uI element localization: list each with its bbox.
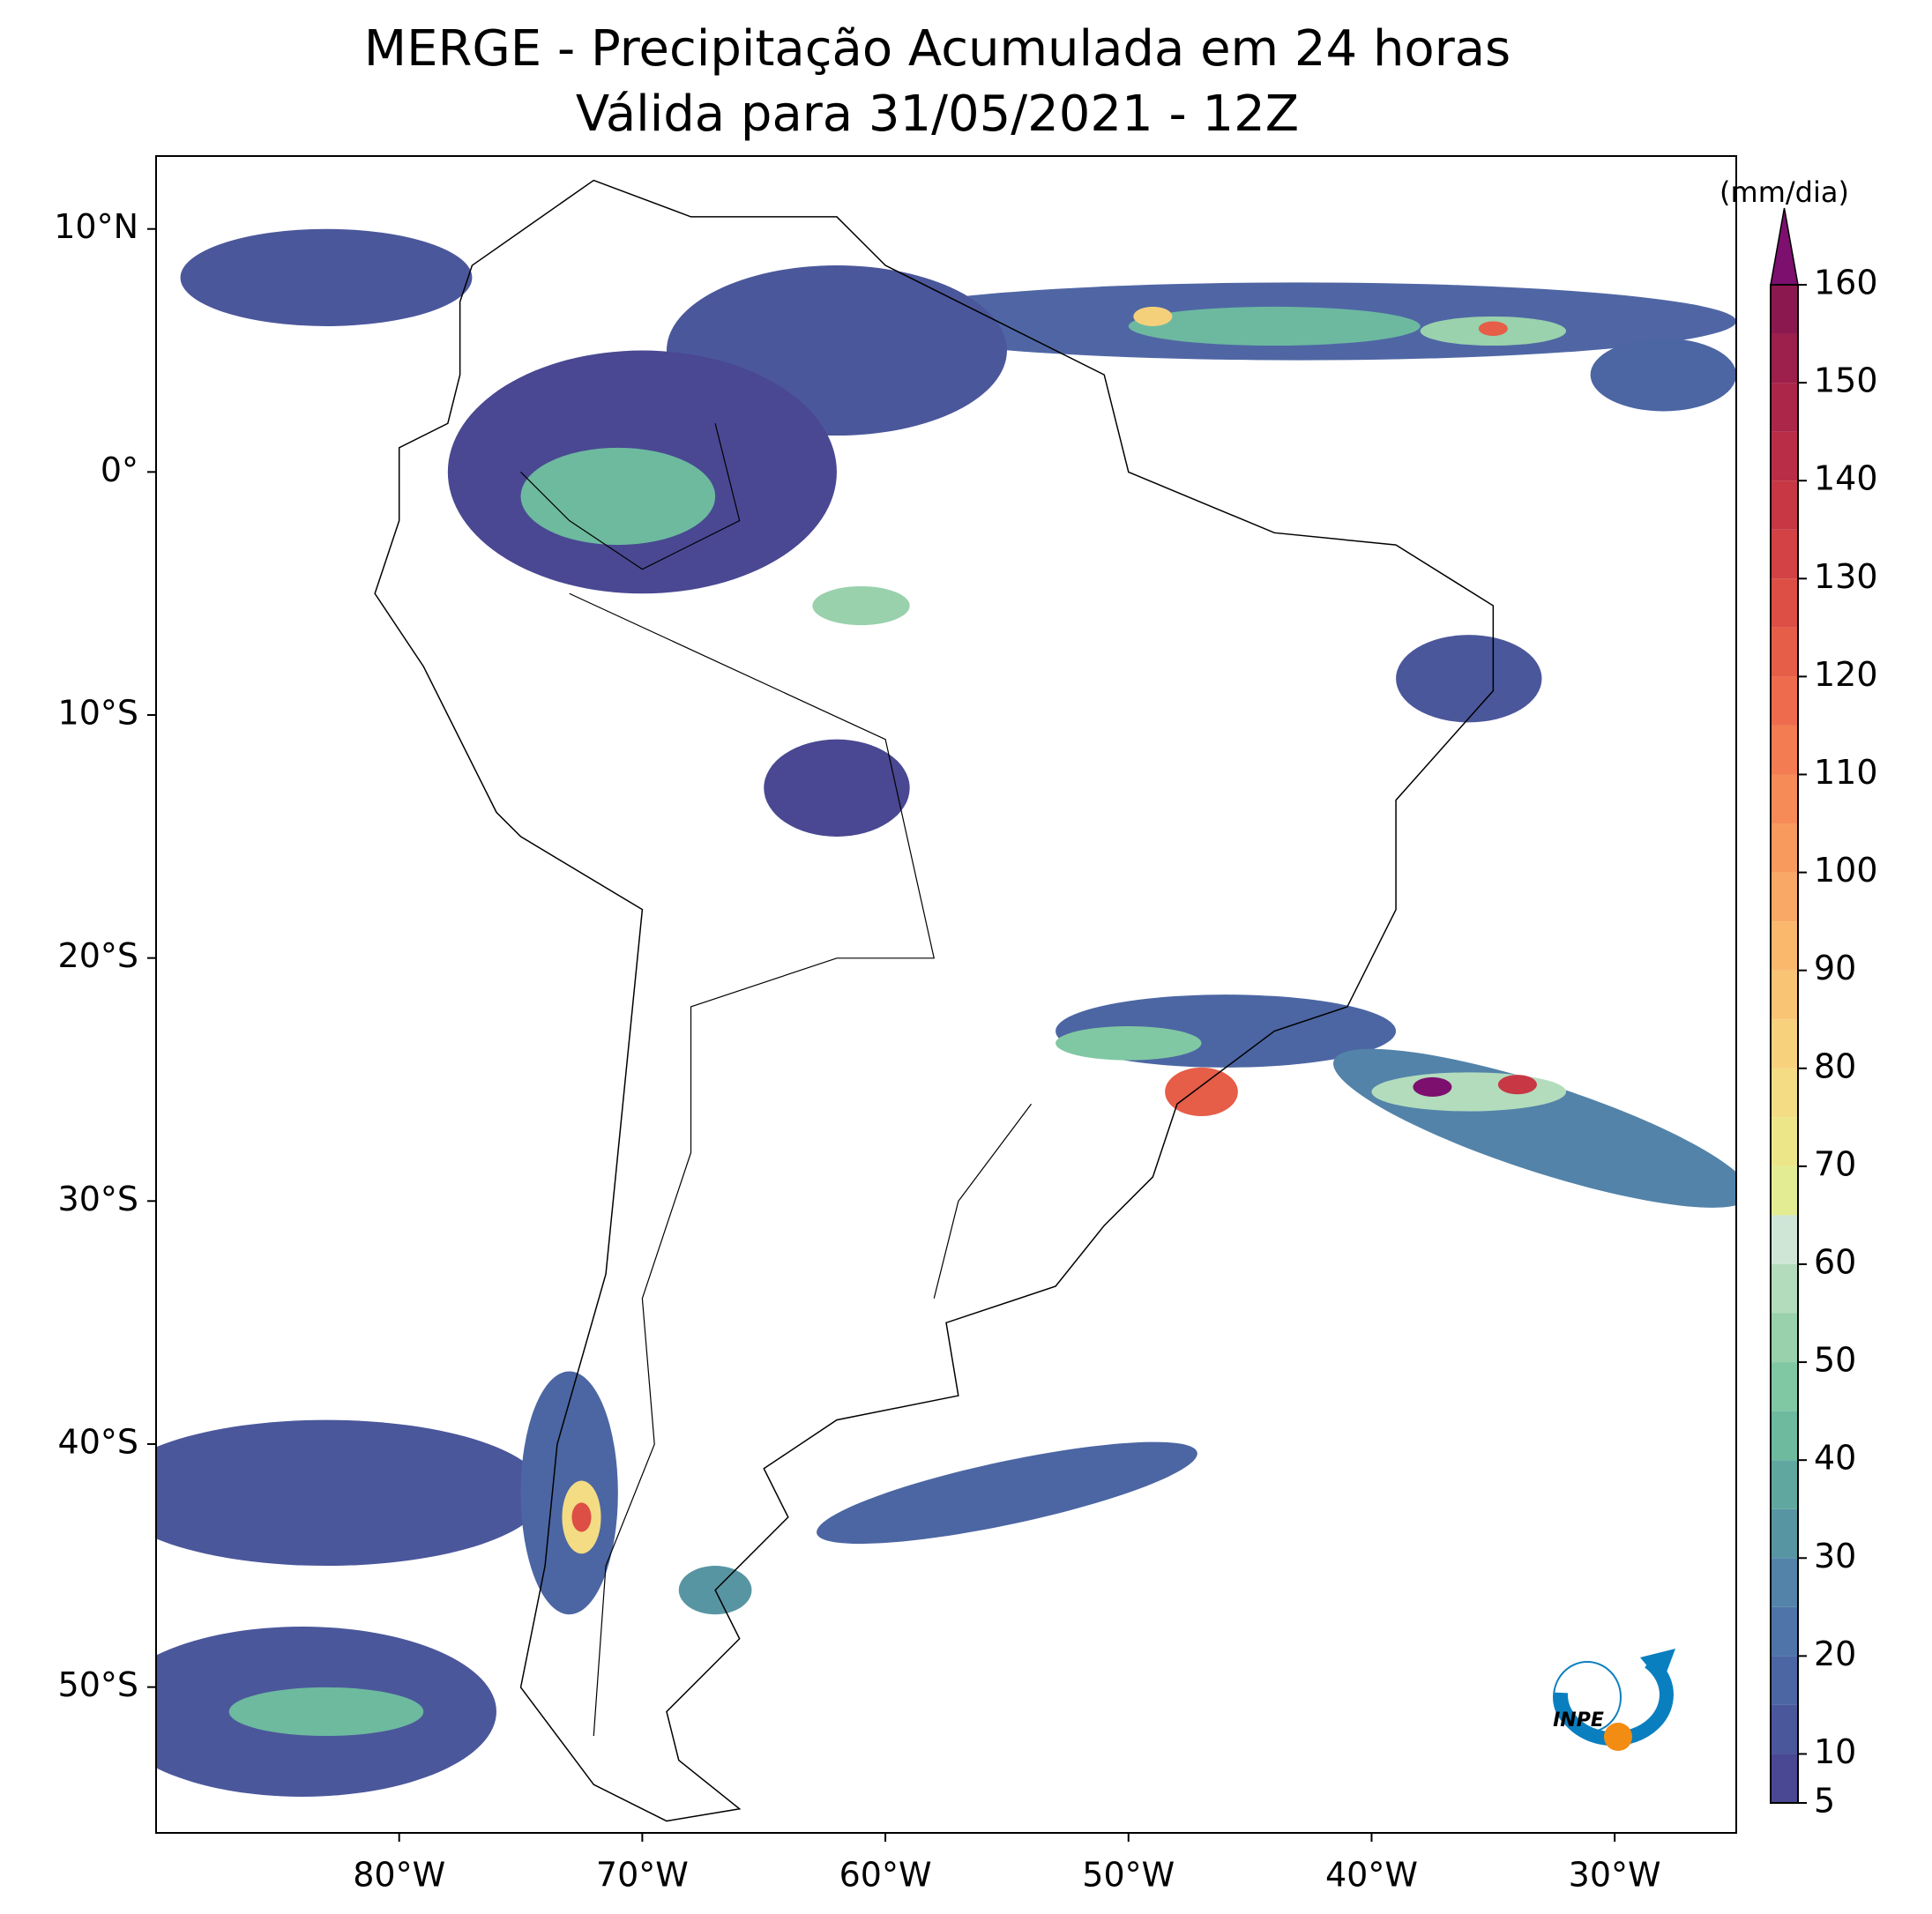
- colorbar-band: [1771, 1656, 1798, 1705]
- x-tick-label: 30°W: [1569, 1856, 1661, 1895]
- y-tick-label: 0°: [101, 451, 138, 489]
- colorbar-tick-label: 70: [1814, 1144, 1856, 1183]
- colorbar-band: [1771, 431, 1798, 481]
- x-tick-label: 70°W: [596, 1856, 689, 1895]
- logo-text: INPE: [1553, 1709, 1604, 1732]
- colorbar-tick-label: 100: [1814, 851, 1878, 890]
- colorbar-tick-label: 120: [1814, 655, 1878, 694]
- colorbar-band: [1771, 921, 1798, 971]
- chart-title: MERGE - Precipitação Acumulada em 24 hor…: [364, 20, 1511, 78]
- colorbar-band: [1771, 676, 1798, 726]
- colorbar-band: [1771, 383, 1798, 432]
- colorbar-band: [1771, 774, 1798, 824]
- colorbar-extension: [1770, 207, 1799, 286]
- x-tick-label: 80°W: [353, 1856, 445, 1895]
- colorbar-tick-label: 80: [1814, 1046, 1856, 1085]
- chart-subtitle: Válida para 31/05/2021 - 12Z: [576, 86, 1299, 143]
- colorbar-band: [1771, 1508, 1798, 1559]
- colorbar-label: (mm/dia): [1719, 175, 1849, 209]
- colorbar-tick-label: 110: [1814, 753, 1878, 792]
- inpe-logo: INPE: [1553, 1649, 1675, 1751]
- colorbar-tick-label: 50: [1814, 1341, 1856, 1380]
- map-frame: [155, 155, 1737, 1834]
- precipitation-field: [156, 228, 1736, 1797]
- colorbar-tick-label: 20: [1814, 1635, 1856, 1673]
- colorbar-band: [1771, 970, 1798, 1020]
- colorbar-band: [1771, 1313, 1798, 1363]
- map-area: [156, 181, 1736, 1821]
- colorbar-tick-label: 40: [1814, 1439, 1856, 1478]
- colorbar-band: [1771, 725, 1798, 775]
- colorbar-band: [1771, 1362, 1798, 1411]
- colorbar-tick-label: 90: [1814, 949, 1856, 987]
- colorbar-band: [1771, 1166, 1798, 1216]
- colorbar-band: [1771, 1411, 1798, 1461]
- colorbar-band: [1771, 480, 1798, 530]
- colorbar-band: [1771, 1606, 1798, 1657]
- colorbar-tick-label: 60: [1814, 1242, 1856, 1281]
- y-tick-label: 50°S: [58, 1665, 138, 1704]
- colorbar-band: [1771, 872, 1798, 922]
- colorbar-band: [1771, 1704, 1798, 1754]
- colorbar-band: [1771, 529, 1798, 579]
- colorbar-frame: [1770, 284, 1799, 1804]
- colorbar-band: [1771, 333, 1798, 384]
- colorbar-tick-label: 140: [1814, 459, 1878, 498]
- colorbar-tick-label: 130: [1814, 557, 1878, 596]
- colorbar-band: [1771, 627, 1798, 677]
- coastline: [375, 181, 1493, 1821]
- colorbar-band: [1771, 578, 1798, 628]
- x-tick-label: 40°W: [1325, 1856, 1418, 1895]
- colorbar-band: [1771, 1117, 1798, 1166]
- y-tick-label: 10°S: [58, 694, 138, 733]
- y-tick-label: 10°N: [54, 207, 138, 246]
- y-tick-label: 40°S: [58, 1422, 138, 1461]
- y-tick-label: 20°S: [58, 936, 138, 975]
- colorbar-band: [1771, 1460, 1798, 1509]
- colorbar-band: [1771, 1215, 1798, 1264]
- colorbar-tick-label: 5: [1814, 1782, 1835, 1821]
- colorbar-band: [1771, 1263, 1798, 1314]
- y-tick-label: 30°S: [58, 1180, 138, 1218]
- x-tick-label: 60°W: [839, 1856, 932, 1895]
- colorbar-band: [1771, 1558, 1798, 1607]
- colorbar-band: [1771, 285, 1798, 334]
- colorbar-band: [1771, 1754, 1798, 1803]
- colorbar-band: [1771, 1019, 1798, 1069]
- colorbar-tick-label: 160: [1814, 264, 1878, 302]
- x-tick-label: 50°W: [1082, 1856, 1175, 1895]
- colorbar-tick-label: 10: [1814, 1732, 1856, 1771]
- colorbar-band: [1771, 823, 1798, 873]
- colorbar-band: [1771, 1068, 1798, 1118]
- colorbar-tick-label: 30: [1814, 1537, 1856, 1575]
- colorbar-tick-label: 150: [1814, 361, 1878, 400]
